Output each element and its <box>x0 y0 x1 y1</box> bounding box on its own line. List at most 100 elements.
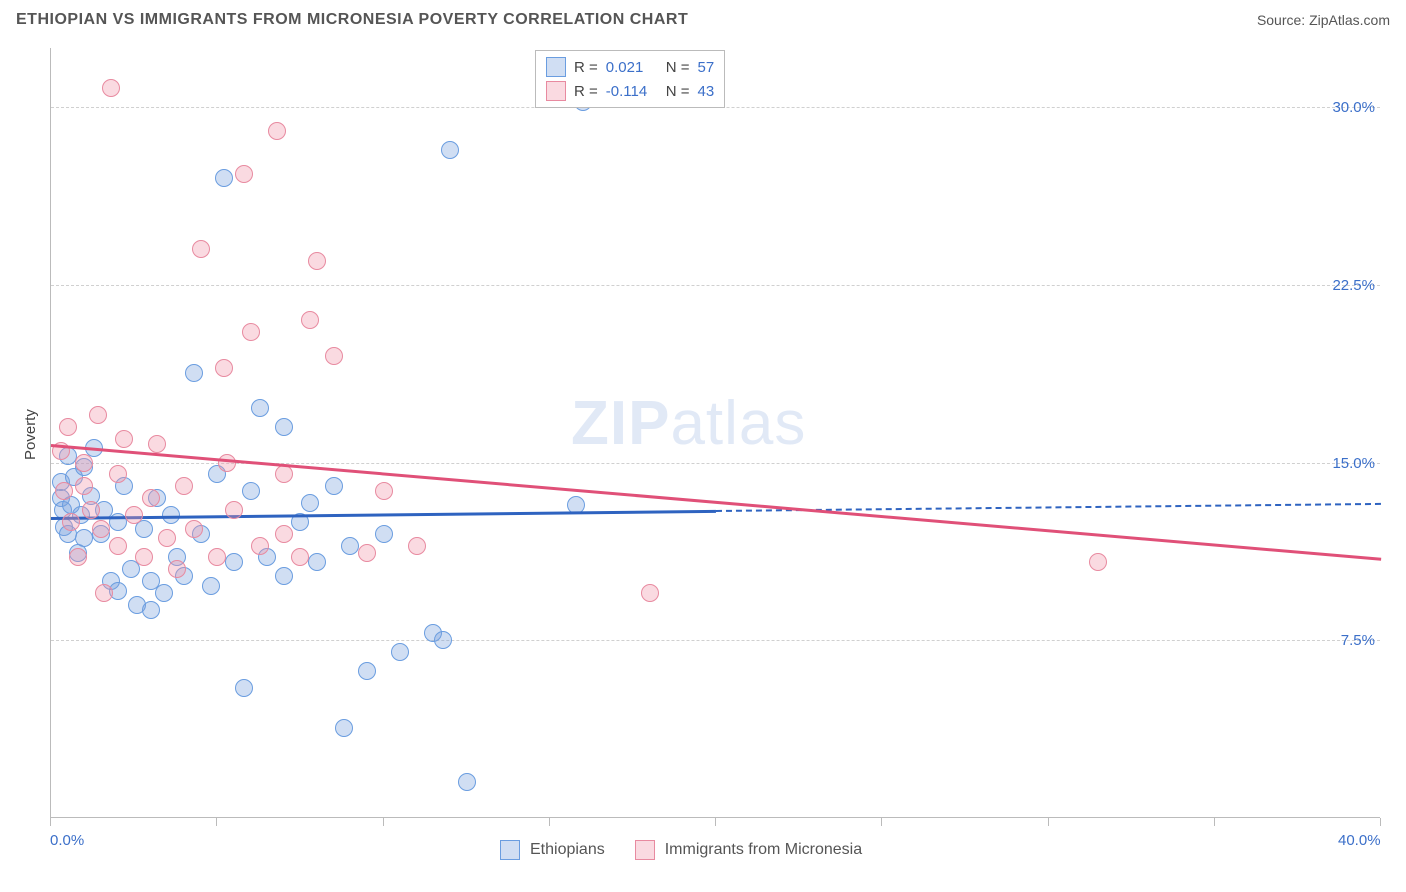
legend-n-label: N = <box>666 83 690 100</box>
legend-row: R = 0.021 N = 57 <box>546 55 714 79</box>
data-point <box>82 501 100 519</box>
trendline <box>51 444 1381 560</box>
data-point <box>235 165 253 183</box>
legend-r-label: R = <box>574 59 598 76</box>
data-point <box>325 347 343 365</box>
legend-swatch <box>500 840 520 860</box>
legend-row: R =-0.114N =43 <box>546 79 714 103</box>
data-point <box>375 482 393 500</box>
x-tick <box>1380 818 1381 826</box>
data-point <box>89 406 107 424</box>
data-point <box>208 548 226 566</box>
data-point <box>308 252 326 270</box>
data-point <box>408 537 426 555</box>
y-tick-label: 15.0% <box>1320 455 1375 472</box>
data-point <box>95 584 113 602</box>
gridline <box>51 640 1380 641</box>
data-point <box>242 482 260 500</box>
data-point <box>275 418 293 436</box>
data-point <box>102 79 120 97</box>
x-tick-label: 0.0% <box>50 832 84 849</box>
data-point <box>358 662 376 680</box>
x-tick-label: 40.0% <box>1338 832 1381 849</box>
legend-series-label: Immigrants from Micronesia <box>665 841 862 859</box>
watermark: ZIPatlas <box>571 388 806 459</box>
legend-n-value: 57 <box>698 59 715 76</box>
data-point <box>225 553 243 571</box>
data-point <box>218 454 236 472</box>
data-point <box>275 567 293 585</box>
y-tick-label: 30.0% <box>1320 99 1375 116</box>
legend-n-value: 43 <box>698 83 715 100</box>
x-tick <box>1048 818 1049 826</box>
data-point <box>301 311 319 329</box>
x-tick <box>216 818 217 826</box>
data-point <box>155 584 173 602</box>
legend-r-value: 0.021 <box>606 59 658 76</box>
gridline <box>51 285 1380 286</box>
data-point <box>75 477 93 495</box>
x-tick <box>50 818 51 826</box>
x-tick <box>715 818 716 826</box>
data-point <box>441 141 459 159</box>
data-point <box>142 489 160 507</box>
data-point <box>235 679 253 697</box>
data-point <box>225 501 243 519</box>
data-point <box>175 477 193 495</box>
data-point <box>458 773 476 791</box>
legend-series: Ethiopians Immigrants from Micronesia <box>500 840 882 860</box>
data-point <box>69 548 87 566</box>
legend-n-label: N = <box>666 59 690 76</box>
data-point <box>92 520 110 538</box>
legend-swatch <box>635 840 655 860</box>
data-point <box>308 553 326 571</box>
data-point <box>59 418 77 436</box>
data-point <box>148 435 166 453</box>
data-point <box>109 465 127 483</box>
data-point <box>142 601 160 619</box>
legend-swatch <box>546 81 566 101</box>
chart-title: ETHIOPIAN VS IMMIGRANTS FROM MICRONESIA … <box>16 11 688 29</box>
x-tick <box>1214 818 1215 826</box>
legend-r-label: R = <box>574 83 598 100</box>
data-point <box>268 122 286 140</box>
data-point <box>62 513 80 531</box>
data-point <box>375 525 393 543</box>
data-point <box>185 520 203 538</box>
data-point <box>185 364 203 382</box>
data-point <box>358 544 376 562</box>
data-point <box>242 323 260 341</box>
data-point <box>1089 553 1107 571</box>
data-point <box>391 643 409 661</box>
data-point <box>75 529 93 547</box>
data-point <box>202 577 220 595</box>
data-point <box>275 465 293 483</box>
data-point <box>125 506 143 524</box>
y-tick-label: 7.5% <box>1320 632 1375 649</box>
data-point <box>158 529 176 547</box>
data-point <box>215 359 233 377</box>
data-point <box>251 537 269 555</box>
source-label: Source: ZipAtlas.com <box>1257 12 1390 28</box>
data-point <box>109 537 127 555</box>
data-point <box>135 548 153 566</box>
x-tick <box>383 818 384 826</box>
legend-swatch <box>546 57 566 77</box>
data-point <box>275 525 293 543</box>
x-tick <box>549 818 550 826</box>
data-point <box>341 537 359 555</box>
data-point <box>251 399 269 417</box>
data-point <box>75 454 93 472</box>
y-axis-label: Poverty <box>22 409 39 460</box>
legend-correlation: R =0.021N =57R =-0.114N =43 <box>535 50 725 108</box>
data-point <box>301 494 319 512</box>
data-point <box>55 482 73 500</box>
data-point <box>335 719 353 737</box>
data-point <box>115 430 133 448</box>
legend-series-label: Ethiopians <box>530 841 605 859</box>
y-tick-label: 22.5% <box>1320 277 1375 294</box>
data-point <box>434 631 452 649</box>
trendline <box>51 510 716 520</box>
data-point <box>291 548 309 566</box>
x-tick <box>881 818 882 826</box>
